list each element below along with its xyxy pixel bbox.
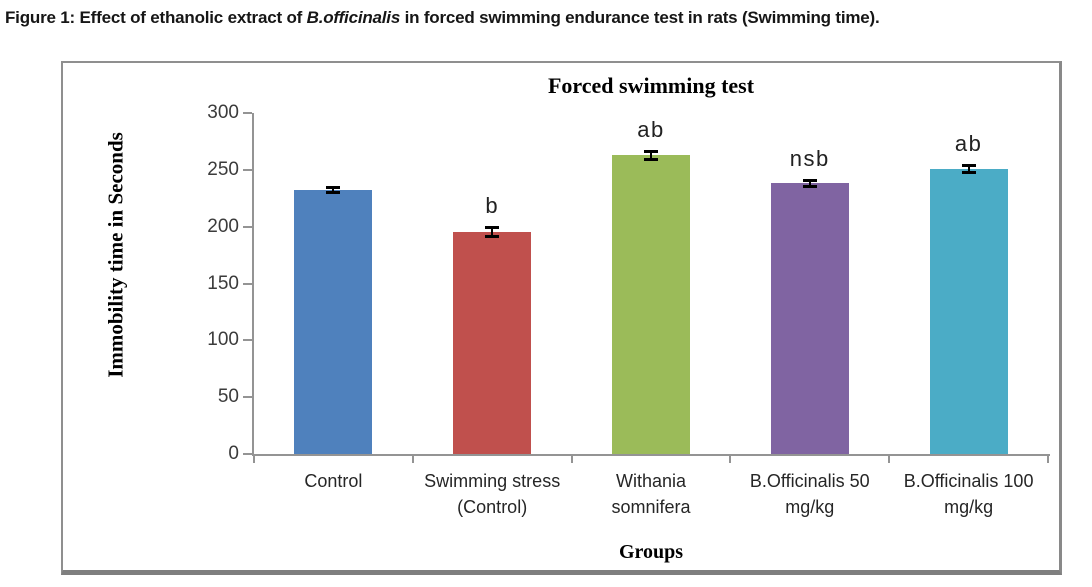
category-label-line: Control <box>304 471 363 491</box>
bar-1 <box>294 190 373 454</box>
category-label-line: somnifera <box>611 497 691 517</box>
figure-caption: Figure 1: Effect of ethanolic extract of… <box>5 8 1085 28</box>
error-bar-cap-bottom <box>326 191 341 195</box>
y-tick-label: 200 <box>207 215 239 237</box>
y-tick <box>243 168 252 171</box>
category-label-line: Withania <box>615 471 687 491</box>
y-tick <box>243 339 252 342</box>
y-tick <box>243 282 252 285</box>
category-label-line: mg/kg <box>785 497 835 517</box>
significance-label: ab <box>954 130 983 156</box>
x-axis-title: Groups <box>618 541 684 563</box>
x-tick <box>253 456 255 463</box>
error-bar-cap-top <box>644 149 658 153</box>
error-bar-cap-bottom <box>644 157 658 161</box>
error-bar-line <box>808 180 811 187</box>
significance-label: nsb <box>789 146 830 172</box>
y-tick-label: 100 <box>207 329 239 351</box>
category-label-line: (Control) <box>457 497 528 517</box>
x-tick <box>570 456 573 463</box>
y-tick <box>243 225 252 228</box>
category-label: B.Officinalis 50 mg/kg <box>725 468 895 520</box>
error-bar-cap-top <box>961 163 976 167</box>
error-bar-line <box>967 164 970 173</box>
caption-species-name: B.officinalis <box>306 8 401 27</box>
bar-5 <box>929 168 1008 454</box>
x-tick <box>411 456 414 463</box>
category-label: Withania somnifera <box>566 468 736 520</box>
caption-suffix: in forced swimming endurance test in rat… <box>400 8 880 27</box>
y-tick <box>243 112 252 114</box>
caption-prefix: Figure 1: Effect of ethanolic extract of <box>5 8 307 27</box>
x-tick <box>888 456 891 463</box>
y-tick-label: 300 <box>207 102 239 123</box>
plot-area: 0 50 100 150 200 250 300 Control b Swimming stres… <box>63 63 1059 570</box>
category-label-line: B.Officinalis 100 <box>903 471 1034 491</box>
error-bar-cap-bottom <box>961 170 976 174</box>
y-tick-label: 250 <box>207 158 239 180</box>
bar-4 <box>770 183 849 454</box>
chart-panel: Forced swimming test Immobility time in … <box>61 61 1062 575</box>
error-bar-cap-bottom <box>485 235 500 239</box>
error-bar-cap-top <box>802 179 817 183</box>
category-label: Control <box>248 468 418 494</box>
error-bar-line <box>491 227 494 238</box>
chart-title: Forced swimming test <box>547 73 755 98</box>
category-label-line: Swimming stress <box>424 471 561 491</box>
error-bar-cap-bottom <box>802 184 817 188</box>
x-axis-line <box>252 454 1050 456</box>
error-bar-cap-top <box>485 226 500 230</box>
y-axis-line <box>252 113 254 456</box>
bar-3 <box>612 155 690 454</box>
error-bar-cap-top <box>326 186 341 190</box>
y-tick-label: 0 <box>228 443 239 464</box>
error-bar-line <box>650 150 652 160</box>
category-label: Swimming stress (Control) <box>407 468 577 520</box>
category-label-line: mg/kg <box>944 497 994 517</box>
significance-label: ab <box>637 116 665 142</box>
category-label-line: B.Officinalis 50 <box>749 471 870 491</box>
bar-2 <box>453 232 532 454</box>
y-tick <box>243 453 252 455</box>
significance-label: b <box>485 193 500 219</box>
x-tick <box>729 456 732 463</box>
y-tick <box>243 396 252 399</box>
error-bar-line <box>332 187 335 194</box>
x-tick <box>1047 456 1049 463</box>
y-tick-label: 150 <box>207 272 239 294</box>
category-label: B.Officinalis 100 mg/kg <box>884 468 1054 520</box>
y-tick-label: 50 <box>217 386 239 408</box>
